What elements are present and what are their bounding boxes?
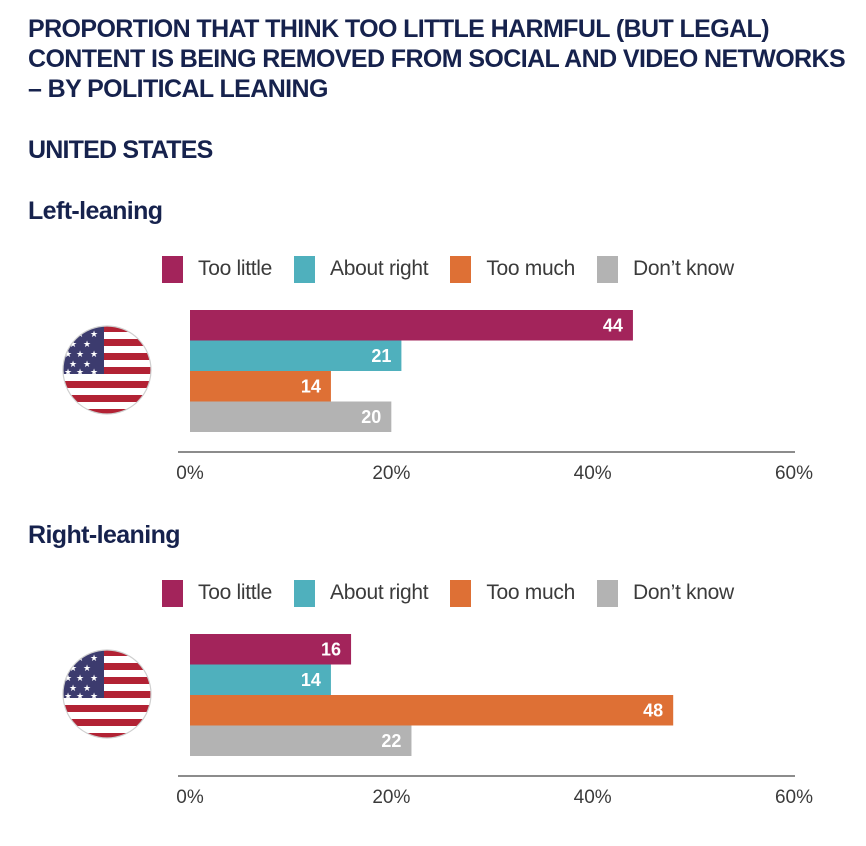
bar-dont-know: [190, 725, 412, 756]
legend-label: Too much: [486, 581, 575, 604]
bar-about-right: [190, 340, 402, 371]
legend-right-leaning: Too little About right Too much Don’t kn…: [162, 578, 756, 608]
svg-text:★: ★: [90, 350, 98, 360]
svg-text:★: ★: [76, 350, 84, 360]
legend-item-too-much: Too much: [450, 579, 575, 607]
legend-item-dont-know: Don’t know: [596, 255, 734, 283]
legend-label: Don’t know: [632, 581, 734, 604]
bar-dont-know: [190, 401, 392, 432]
bar-too-little: [190, 310, 633, 341]
svg-text:★: ★: [64, 368, 72, 378]
bar-too-little: [190, 634, 352, 665]
svg-text:★: ★: [90, 692, 98, 702]
legend-label: Too little: [198, 257, 273, 280]
svg-text:★: ★: [83, 684, 91, 694]
chart-title: PROPORTION THAT THINK TOO LITTLE HARMFUL…: [28, 15, 846, 103]
svg-text:★: ★: [90, 654, 98, 664]
legend-swatch-too-much: [450, 255, 472, 283]
legend-item-too-little: Too little: [162, 579, 273, 607]
svg-text:★: ★: [90, 368, 98, 378]
bar-value-label: 21: [371, 346, 391, 366]
country-heading: UNITED STATES: [28, 136, 213, 164]
svg-text:★: ★: [76, 368, 84, 378]
svg-text:★: ★: [69, 340, 77, 350]
svg-text:★: ★: [69, 664, 77, 674]
bar-value-label: 22: [381, 731, 401, 751]
x-tick-label: 0%: [176, 787, 204, 808]
svg-text:★: ★: [83, 664, 91, 674]
legend-left-leaning: Too little About right Too much Don’t kn…: [162, 254, 756, 284]
x-tick-label: 60%: [775, 787, 813, 808]
legend-swatch-dont-know: [596, 255, 618, 283]
svg-text:★: ★: [64, 692, 72, 702]
svg-text:★: ★: [69, 684, 77, 694]
svg-text:★: ★: [76, 692, 84, 702]
svg-text:★: ★: [90, 330, 98, 340]
legend-item-dont-know: Don’t know: [596, 579, 734, 607]
svg-text:★: ★: [64, 674, 72, 684]
x-tick-label: 40%: [574, 787, 612, 808]
svg-text:★: ★: [76, 674, 84, 684]
x-tick-label: 0%: [176, 463, 204, 484]
legend-item-too-little: Too little: [162, 255, 273, 283]
legend-label: Don’t know: [632, 257, 734, 280]
legend-swatch-too-much: [450, 579, 472, 607]
bar-value-label: 20: [361, 407, 381, 427]
bar-about-right: [190, 664, 331, 695]
legend-item-too-much: Too much: [450, 255, 575, 283]
legend-label: About right: [330, 581, 429, 604]
legend-label: Too little: [198, 581, 273, 604]
legend-item-about-right: About right: [294, 579, 429, 607]
svg-text:★: ★: [90, 674, 98, 684]
legend-swatch-too-little: [162, 255, 183, 283]
svg-text:★: ★: [69, 360, 77, 370]
svg-text:★: ★: [83, 340, 91, 350]
legend-swatch-too-little: [162, 579, 183, 607]
svg-text:★: ★: [83, 360, 91, 370]
bar-value-label: 44: [603, 315, 623, 335]
bar-too-much: [190, 695, 674, 726]
bar-value-label: 16: [321, 639, 341, 659]
bar-too-much: [190, 371, 331, 402]
us-flag-icon: ★ ★ ★ ★ ★ ★ ★ ★ ★ ★ ★ ★: [62, 325, 152, 415]
x-tick-label: 40%: [574, 463, 612, 484]
bar-value-label: 14: [301, 670, 321, 690]
legend-swatch-about-right: [294, 255, 316, 283]
us-flag-icon: ★ ★ ★ ★ ★ ★ ★ ★ ★ ★ ★ ★: [62, 649, 152, 739]
bar-value-label: 14: [301, 376, 321, 396]
svg-text:★: ★: [64, 350, 72, 360]
bar-value-label: 48: [643, 700, 663, 720]
x-tick-label: 60%: [775, 463, 813, 484]
legend-item-about-right: About right: [294, 255, 429, 283]
panel-title-right-leaning: Right-leaning: [28, 521, 181, 549]
panel-title-left-leaning: Left-leaning: [28, 197, 163, 225]
legend-label: About right: [330, 257, 429, 280]
legend-swatch-about-right: [294, 579, 316, 607]
legend-swatch-dont-know: [596, 579, 618, 607]
legend-label: Too much: [486, 257, 575, 280]
x-tick-label: 20%: [372, 463, 410, 484]
x-tick-label: 20%: [372, 787, 410, 808]
